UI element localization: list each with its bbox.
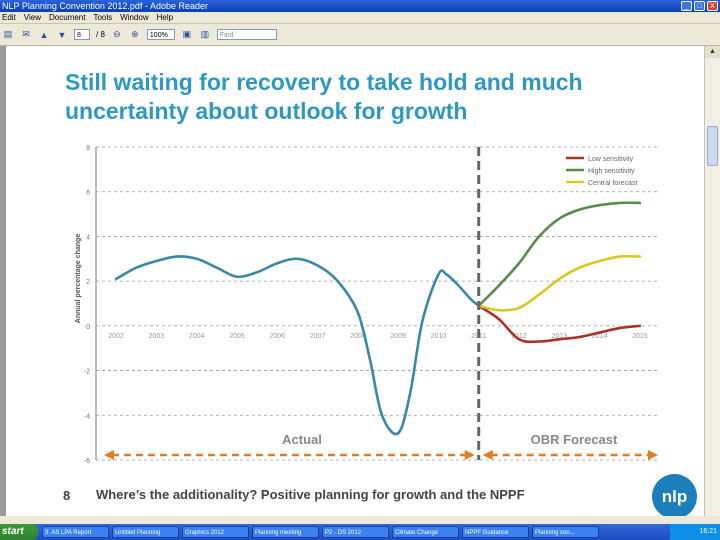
x-tick-label: 2013 bbox=[551, 333, 567, 340]
fit-page-icon[interactable]: ▣ bbox=[182, 29, 192, 39]
print-icon[interactable]: ▤ bbox=[3, 29, 13, 39]
page-number-input[interactable]: 8 bbox=[74, 29, 90, 40]
actual-annotation: Actual bbox=[282, 432, 322, 447]
zoom-out-icon[interactable]: ⊖ bbox=[113, 29, 121, 39]
nlp-logo: nlp bbox=[652, 474, 697, 519]
find-input[interactable]: Find bbox=[216, 29, 277, 40]
x-tick-label: 2008 bbox=[350, 333, 366, 340]
menu-document[interactable]: Document bbox=[49, 13, 86, 22]
low-sensitivity-line bbox=[477, 304, 642, 344]
email-icon[interactable]: ✉ bbox=[22, 29, 30, 39]
toolbar: ▤ ✉ ▲ ▼ 8 / 8 ⊖ ⊕ 100% ▣ ▥ Find bbox=[0, 24, 720, 46]
taskbar-item[interactable]: NPPF Guidance bbox=[462, 526, 529, 538]
forecast-annotation: OBR Forecast bbox=[531, 432, 618, 447]
fit-width-icon[interactable]: ▥ bbox=[200, 29, 210, 39]
y-tick-label: 8 bbox=[86, 145, 90, 152]
taskbar: start 3. AS LPA Report Untitled Planning… bbox=[0, 524, 720, 540]
minimize-button[interactable]: _ bbox=[681, 1, 692, 11]
scroll-up-icon[interactable]: ▲ bbox=[705, 46, 720, 58]
actual-series-line bbox=[114, 255, 481, 436]
menu-tools[interactable]: Tools bbox=[93, 13, 113, 22]
maximize-button[interactable]: □ bbox=[694, 1, 705, 11]
menu-edit[interactable]: Edit bbox=[2, 13, 16, 22]
status-bar bbox=[0, 516, 720, 524]
vertical-scrollbar[interactable]: ▲ bbox=[704, 46, 720, 516]
central-forecast-line bbox=[477, 254, 642, 312]
menu-view[interactable]: View bbox=[23, 13, 41, 22]
slide-title: Still waiting for recovery to take hold … bbox=[65, 69, 583, 124]
arrow-head-right bbox=[464, 450, 475, 460]
window-titlebar: NLP Planning Convention 2012.pdf - Adobe… bbox=[0, 0, 720, 12]
previous-page-icon[interactable]: ▲ bbox=[39, 29, 49, 40]
taskbar-item[interactable]: Climate Change bbox=[392, 526, 459, 538]
y-tick-label: 6 bbox=[86, 190, 90, 197]
y-tick-label: -4 bbox=[84, 413, 90, 420]
y-tick-label: 2 bbox=[86, 279, 90, 286]
x-tick-label: 2014 bbox=[592, 333, 608, 340]
legend-label: Low sensitivity bbox=[588, 156, 634, 163]
x-tick-label: 2004 bbox=[189, 333, 205, 340]
taskbar-item[interactable]: Graphics 2012 bbox=[182, 526, 249, 538]
menu-bar: Edit View Document Tools Window Help bbox=[0, 12, 720, 24]
arrow-head-left bbox=[104, 450, 114, 460]
system-clock: 16:21 bbox=[670, 524, 720, 540]
legend-label: Central forecast bbox=[588, 180, 637, 187]
y-tick-label: 4 bbox=[86, 234, 90, 241]
x-tick-label: 2003 bbox=[149, 333, 165, 340]
x-tick-label: 2010 bbox=[431, 333, 447, 340]
arrow-head-right bbox=[648, 450, 658, 460]
taskbar-tasks: 3. AS LPA Report Untitled Planning Graph… bbox=[42, 526, 599, 538]
menu-help[interactable]: Help bbox=[156, 13, 174, 22]
taskbar-item[interactable]: Planning meeting bbox=[252, 526, 319, 538]
taskbar-item[interactable]: P2 - DS 2012 bbox=[322, 526, 389, 538]
next-page-icon[interactable]: ▼ bbox=[57, 29, 67, 40]
x-tick-label: 2015 bbox=[632, 333, 648, 340]
zoom-select[interactable]: 100% bbox=[146, 29, 175, 40]
y-tick-label: -2 bbox=[84, 369, 90, 376]
x-tick-label: 2002 bbox=[108, 333, 124, 340]
start-button[interactable]: start bbox=[0, 524, 38, 540]
y-tick-label: -6 bbox=[84, 458, 90, 465]
page-total: / 8 bbox=[96, 30, 105, 39]
arrow-head-left bbox=[482, 450, 493, 460]
legend-label: High sensitivity bbox=[588, 168, 635, 175]
taskbar-item[interactable]: Planning con... bbox=[532, 526, 599, 538]
scroll-thumb[interactable] bbox=[707, 126, 718, 166]
x-tick-label: 2006 bbox=[269, 333, 285, 340]
slide-page-number: 8 bbox=[63, 488, 71, 503]
x-tick-label: 2009 bbox=[390, 333, 406, 340]
high-sensitivity-line bbox=[477, 201, 642, 308]
zoom-in-icon[interactable]: ⊕ bbox=[131, 29, 139, 39]
x-tick-label: 2007 bbox=[310, 333, 326, 340]
x-tick-label: 2012 bbox=[511, 333, 527, 340]
taskbar-item[interactable]: Untitled Planning bbox=[112, 526, 179, 538]
taskbar-item[interactable]: 3. AS LPA Report bbox=[42, 526, 109, 538]
y-axis-label: Annual percentage change bbox=[75, 234, 82, 324]
slide-footer: Where’s the additionality? Positive plan… bbox=[96, 487, 525, 502]
menu-window[interactable]: Window bbox=[120, 13, 149, 22]
window-title: NLP Planning Convention 2012.pdf - Adobe… bbox=[2, 1, 208, 11]
close-button[interactable]: X bbox=[707, 1, 718, 11]
y-tick-label: 0 bbox=[86, 324, 90, 331]
x-tick-label: 2005 bbox=[229, 333, 245, 340]
